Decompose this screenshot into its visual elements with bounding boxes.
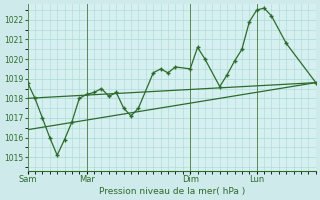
X-axis label: Pression niveau de la mer( hPa ): Pression niveau de la mer( hPa ) xyxy=(99,187,245,196)
